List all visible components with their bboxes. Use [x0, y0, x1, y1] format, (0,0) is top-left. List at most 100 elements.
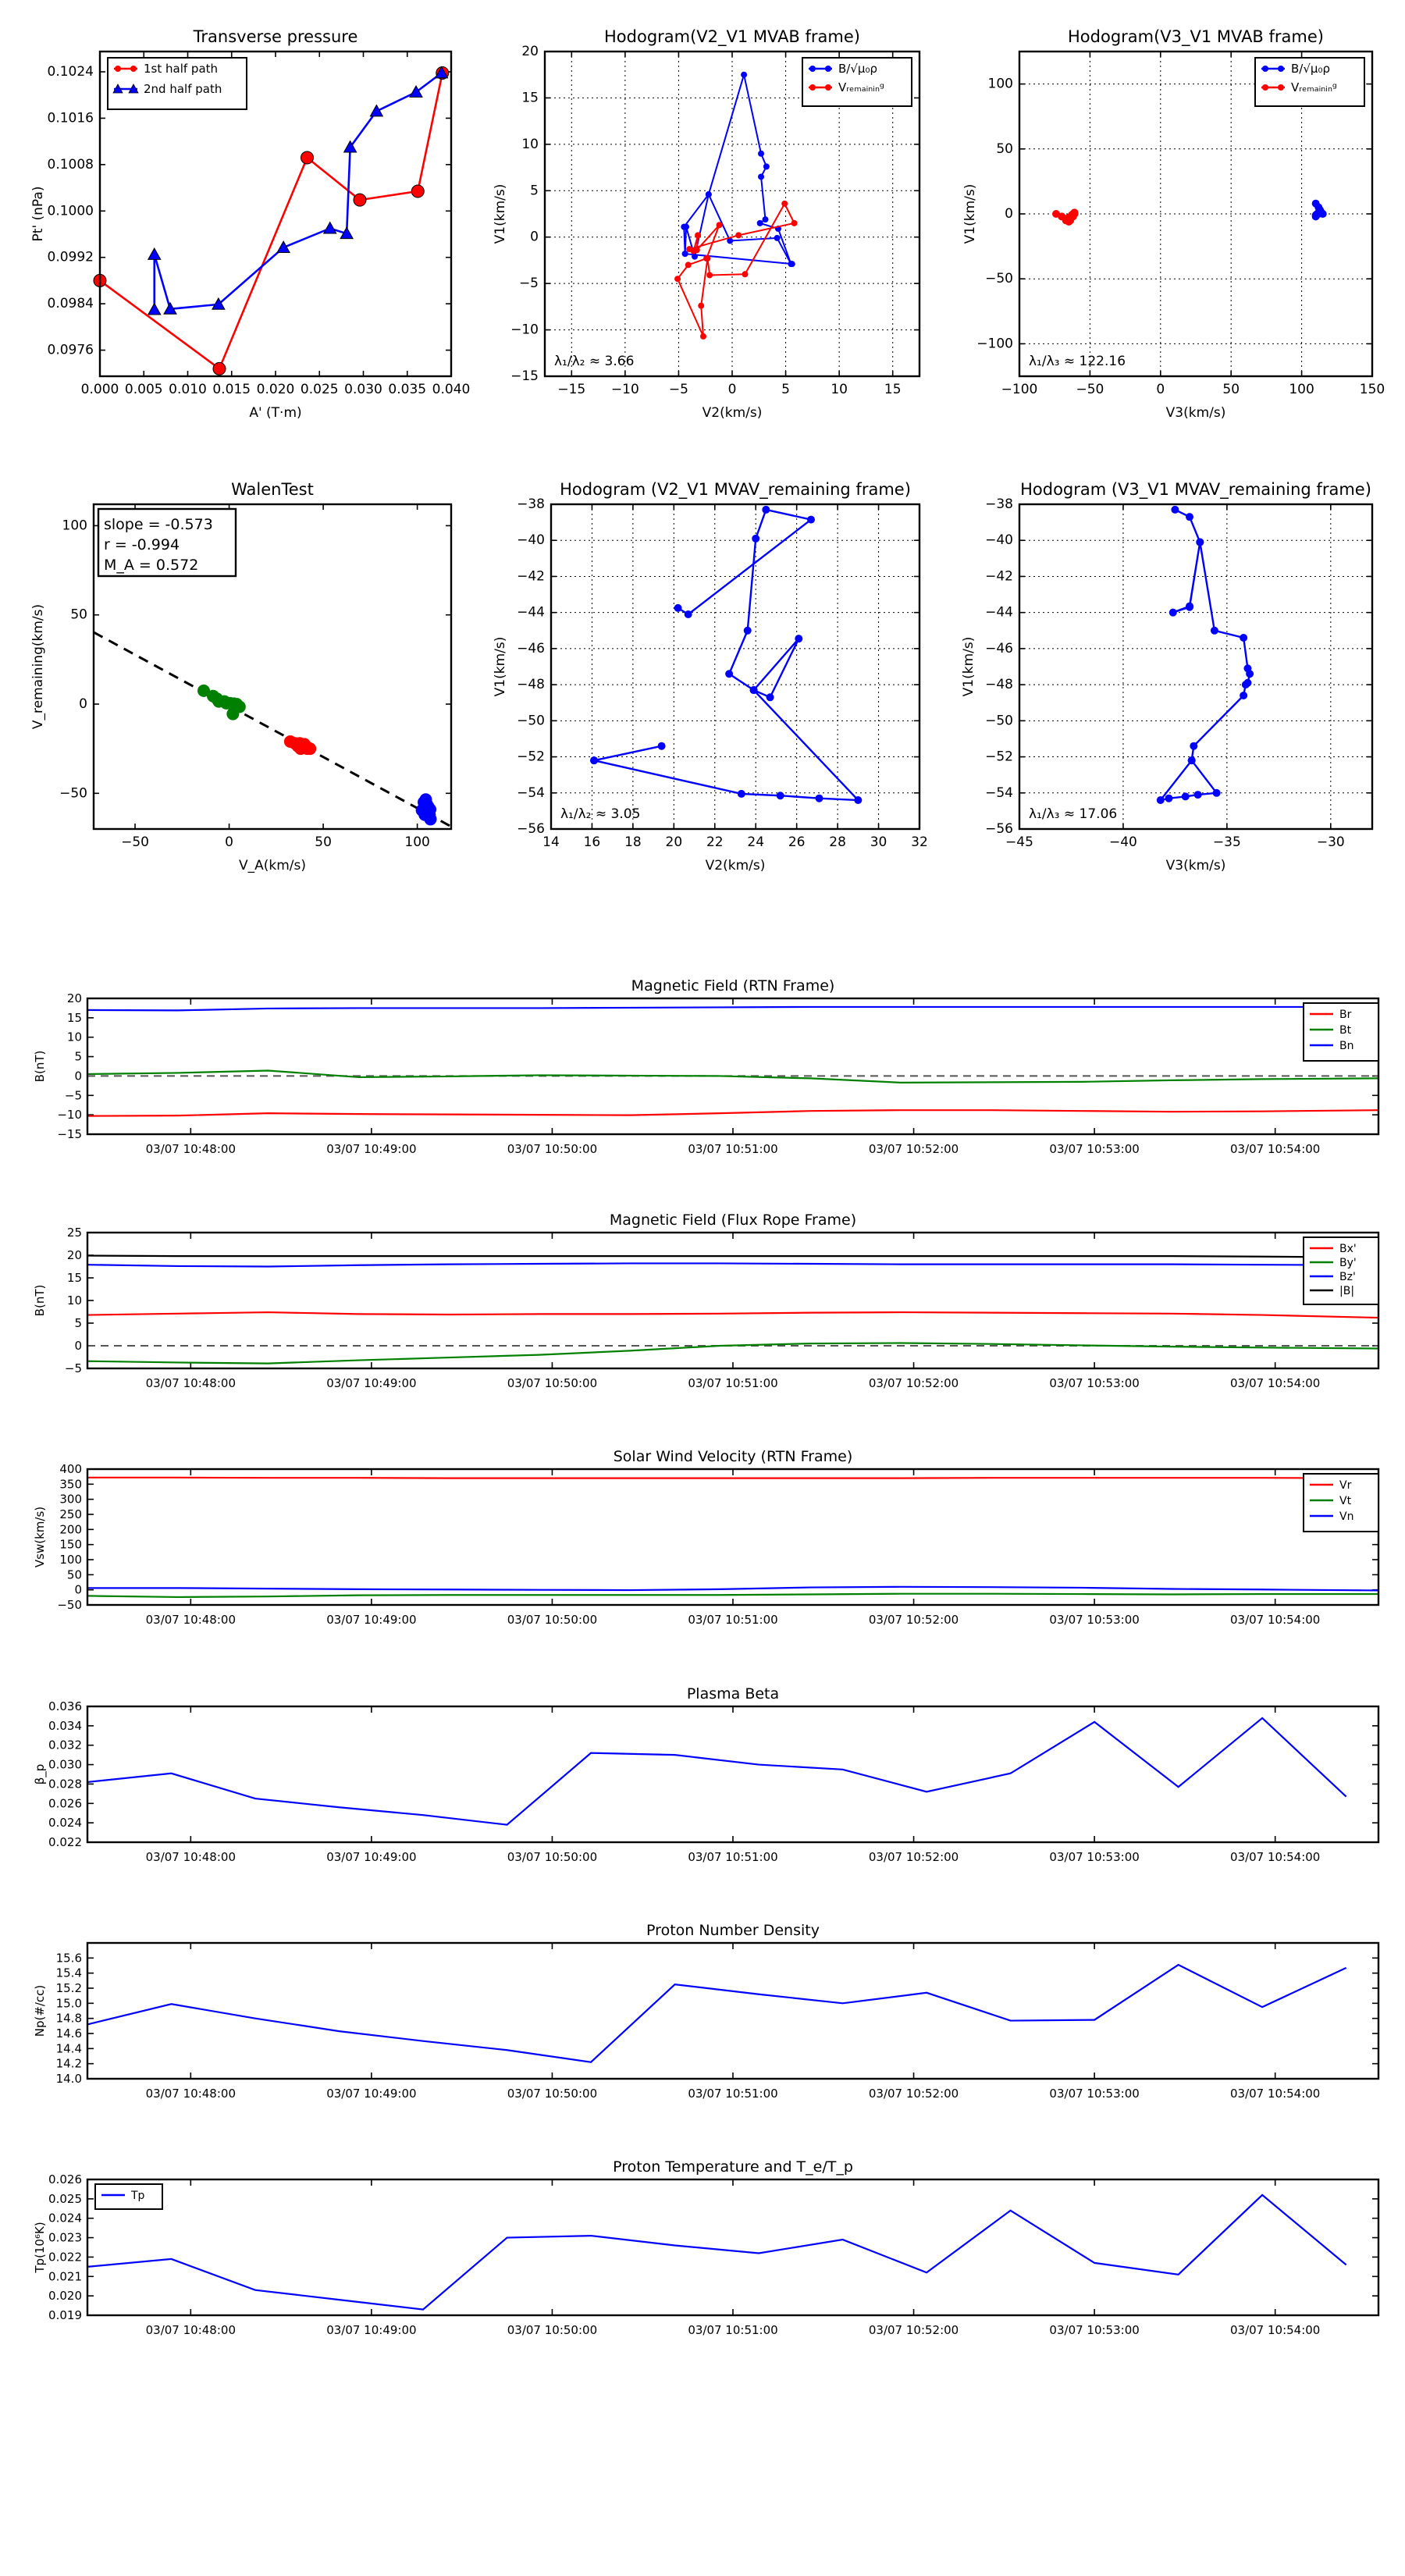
x-tick-label: 20 [666, 834, 683, 850]
panel-title: Magnetic Field (RTN Frame) [631, 977, 835, 994]
y-tick-label: −40 [517, 532, 545, 548]
data-point [752, 534, 760, 543]
y-tick-label: 10 [67, 1293, 82, 1308]
x-tick-time-label: 03/07 10:50:00 [507, 1850, 597, 1864]
x-tick-label: 0.020 [257, 382, 295, 397]
data-point [815, 794, 823, 802]
x-tick-time-label: 03/07 10:52:00 [869, 2087, 959, 2101]
y-tick-label: 0.022 [48, 1835, 82, 1849]
legend: Br Bt Bn [1303, 1002, 1379, 1062]
legend: Bx' By' Bz' |B| [1303, 1236, 1379, 1305]
data-point [706, 272, 713, 279]
data-point [353, 193, 367, 207]
y-tick-label: 400 [59, 1462, 82, 1476]
data-point [788, 261, 795, 268]
y-tick-label: 0.0984 [48, 296, 94, 311]
panel-magnetic-field-rtn: Magnetic Field (RTN Frame) −15 −10 −5 0 5 10 15… [0, 972, 1405, 1175]
y-tick-label: 0.028 [48, 1777, 82, 1791]
data-point [1241, 681, 1250, 689]
x-tick-time-label: 03/07 10:50:00 [507, 1142, 597, 1156]
x-tick-label: −30 [1317, 834, 1345, 850]
x-tick-time-label: 03/07 10:48:00 [146, 1613, 236, 1627]
data-point [301, 151, 314, 165]
x-axis-label: A' (T·m) [249, 405, 301, 421]
x-tick-time-label: 03/07 10:50:00 [507, 1376, 597, 1390]
legend-label: Bt [1339, 1024, 1352, 1037]
data-point [212, 297, 226, 310]
legend-label: B/√μ₀ρ [838, 62, 877, 76]
y-tick-label: −48 [985, 677, 1013, 692]
walen-stats-box: slope = -0.573 r = -0.994 M_A = 0.572 [97, 507, 237, 578]
y-tick-label: 0.1000 [48, 203, 94, 219]
data-point [741, 71, 748, 78]
data-point [763, 163, 770, 170]
panel-title: Plasma Beta [687, 1685, 779, 1703]
y-tick-label: 15.6 [56, 1951, 82, 1965]
data-point [1070, 208, 1079, 217]
y-tick-label: −48 [517, 677, 545, 692]
series-Bn [87, 1005, 1378, 1012]
x-tick-time-label: 03/07 10:49:00 [326, 1142, 416, 1156]
y-tick-label: −46 [517, 641, 545, 656]
plot-frame [86, 997, 1380, 1136]
x-axis-label: V3(km/s) [1166, 405, 1226, 421]
y-tick-label: 10 [521, 137, 539, 152]
x-tick-time-label: 03/07 10:54:00 [1230, 1376, 1320, 1390]
y-tick-label: 0.024 [48, 1816, 82, 1830]
y-tick-label: 0.026 [48, 2172, 82, 2186]
legend-label: Tp [130, 2190, 145, 2202]
x-tick-time-label: 03/07 10:51:00 [688, 1613, 777, 1627]
x-tick-label: 15 [884, 382, 902, 397]
y-tick-label: −42 [985, 568, 1013, 584]
data-point [743, 626, 752, 635]
eigenvalue-ratio-annotation: λ₁/λ₂ ≈ 3.05 [560, 806, 640, 822]
y-tick-label: 100 [59, 1553, 82, 1567]
y-tick-label: −52 [985, 749, 1013, 765]
y-tick-label: 0.0976 [48, 343, 94, 358]
series-By' [87, 1342, 1379, 1364]
y-axis-label: V1(km/s) [961, 637, 976, 697]
data-point [758, 173, 765, 180]
legend: Tp [94, 2183, 163, 2210]
data-point [695, 232, 702, 239]
y-tick-label: −38 [985, 496, 1013, 512]
y-tick-label: −5 [519, 276, 539, 291]
plot-frame [98, 50, 453, 378]
y-tick-label: −46 [985, 641, 1013, 656]
legend-label: Br [1339, 1009, 1352, 1021]
y-tick-label: 0.021 [48, 2269, 82, 2283]
x-tick-label: 0.025 [301, 382, 339, 397]
y-tick-label: −52 [517, 749, 545, 765]
data-point [795, 635, 803, 643]
data-point [147, 302, 162, 315]
x-tick-label: 100 [1289, 382, 1314, 397]
x-axis-label: V2(km/s) [702, 405, 763, 421]
y-tick-label: 0.022 [48, 2250, 82, 2264]
y-tick-label: 0.020 [48, 2289, 82, 2303]
x-tick-time-label: 03/07 10:53:00 [1049, 1376, 1139, 1390]
x-tick-label: 0.010 [169, 382, 207, 397]
x-tick-label: 0.000 [81, 382, 119, 397]
data-point [340, 226, 354, 240]
plot-frame [86, 1468, 1380, 1606]
data-point [766, 693, 774, 702]
x-tick-label: 0.040 [432, 382, 471, 397]
data-point [1187, 756, 1196, 765]
panel-magnetic-field-flux-rope: Magnetic Field (Flux Rope Frame) −5 0 5 10 15… [0, 1206, 1405, 1409]
series-|B| [87, 1254, 1379, 1258]
x-tick-time-label: 03/07 10:52:00 [869, 1142, 959, 1156]
y-tick-label: −50 [59, 785, 87, 801]
y-tick-label: 20 [521, 44, 539, 59]
y-tick-label: 15 [67, 1271, 82, 1285]
panel-title: Hodogram(V2_V1 MVAB frame) [604, 27, 860, 47]
y-tick-label: 5 [74, 1050, 82, 1064]
y-tick-label: 0.024 [48, 2211, 82, 2226]
x-tick-label: −5 [669, 382, 688, 397]
x-tick-time-label: 03/07 10:48:00 [146, 2087, 236, 2101]
data-point [1186, 513, 1194, 521]
panel-plasma-beta: Plasma Beta 0.022 0.024 0.026 0.028 0.030 0.03… [0, 1680, 1405, 1883]
data-point [411, 184, 425, 198]
data-point [301, 742, 314, 756]
data-point [690, 247, 697, 254]
y-axis-label: V1(km/s) [493, 184, 508, 244]
